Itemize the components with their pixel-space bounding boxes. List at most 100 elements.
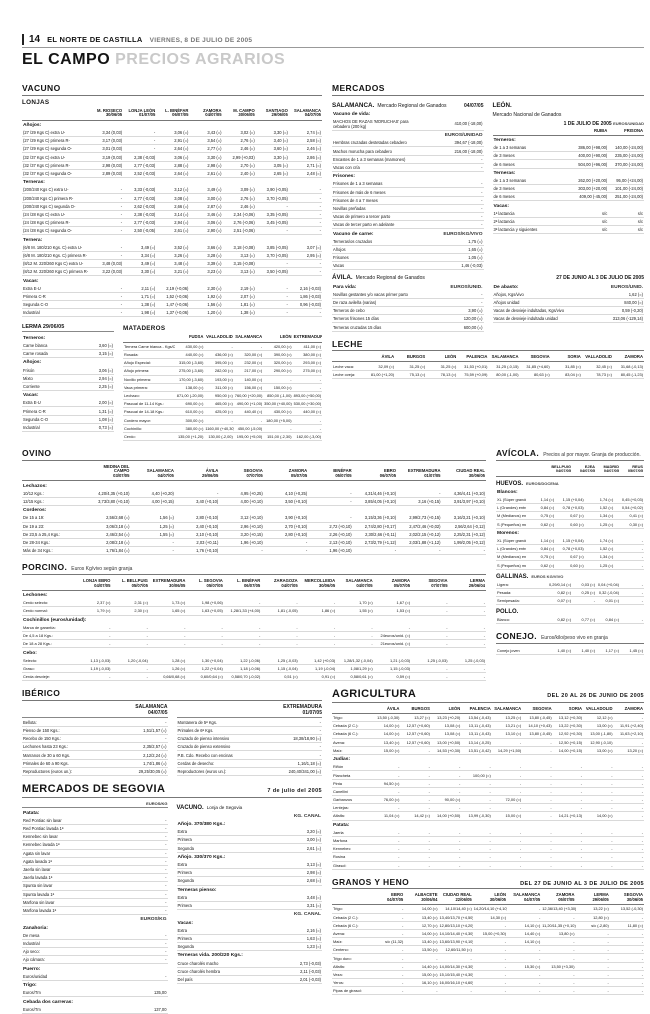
group-row: Patata: — [333, 822, 350, 828]
conejo-title-text: CONEJO. — [496, 631, 538, 642]
table-row: Centeno: -13,50 (=) 12,60/11,50 (=) - - - - - — [332, 945, 644, 955]
table-row: MACHOS DE RAZAS 'MORUCHAS' para cebadero… — [332, 117, 484, 131]
iberico-title: IBÉRICO — [22, 688, 322, 701]
salamanca-market-header: SALAMANCA. Mercado Regional de Ganados 0… — [332, 102, 484, 109]
leche-title-text: LECHE — [332, 338, 363, 349]
page-title: EL CAMPO — [22, 51, 111, 68]
table-row: Terneros frisones 15 días 120,00 (=) — [332, 314, 484, 324]
column-header: SALAMANCA — [491, 705, 523, 715]
table-row: Frisones 1,05 (=) — [332, 253, 484, 263]
table-row: Euros/unidad - — [22, 972, 168, 981]
column-header: ÁVILA 29/06/05 — [174, 463, 220, 482]
table-row: Del país 2,01 (-0,03) — [176, 975, 322, 985]
table-row: De 15 a 19: 2,56/2,68 (=) 1,56 (=) 2,80 (+0… — [22, 514, 486, 523]
granos-table: EBRO 04/07/05 ALBACETE 30/06/04 CIUDAD REAL 2… — [332, 892, 644, 996]
table-row: Jaerla lavada 1ª - — [22, 873, 168, 883]
table-row: Red Pontiac lavada 1ª - — [22, 824, 168, 834]
table-row: Cruzado de pienso extensivo - — [176, 742, 322, 752]
porcino-title-text: PORCINO. — [22, 562, 68, 573]
column-header: LONJA EBRO 04/07/05 — [74, 577, 112, 591]
table-row: Cerdo selecto: 2,37 (=) 2,31 (=) 1,73 (=) 1,… — [22, 599, 486, 608]
table-row: Corriente 2,25 (=) — [22, 382, 114, 391]
table-row: Segunda 2,68 (=) — [176, 876, 322, 886]
segovia-title-text: MERCADOS DE SEGOVIA — [22, 783, 166, 796]
group-row: Trigo: — [23, 983, 37, 989]
column-header: ZAMORA 05/07/05 — [263, 463, 309, 482]
gallinas-header: GALLINAS. EUROS KG/VIVO — [496, 574, 644, 580]
table-row: Semipesada: 0,07 (=) -0,01 (=) - — [496, 596, 644, 606]
segovia-left-table: Patata: Red Pontiac sin lavar - Red Pontiac… — [22, 809, 168, 1014]
table-row: S (Pequeños) menos de 53 gr.0,62 (=)0,60… — [496, 560, 644, 570]
column-header: LEÓN — [426, 354, 458, 363]
table-row: Segunda C-O 1,08 (=) — [22, 415, 114, 424]
table-row: Segunda 2,61 (=) — [176, 843, 322, 853]
table-row: Marranos de 30 a 60 Kgs. 2,12/2,24 (=) — [22, 750, 168, 760]
table-row: Vacas con cría - — [332, 163, 484, 173]
table-row: Ligera: 0,29/0,14 (=) 0,03 (=) 0,04 (+0,04)… — [496, 580, 644, 589]
table-row: Red Pontiac sin lavar - — [22, 816, 168, 825]
table-row: Kennebec sin lavar - — [22, 832, 168, 842]
table-row: (24 /28 Kgs C) extra U- -2,38 (-0,03) 3,14… — [22, 210, 322, 220]
unit-row: KG. CANAL — [293, 912, 321, 918]
table-row: (6/8 M. 180/210 Kgs. C) primera R- -3,34 … — [22, 251, 322, 261]
table-row: (8/12 M. 220/260 Kgs C) primera R- 3,22 (… — [22, 267, 322, 277]
table-row: Lechazo: 871,00 (-20,00) 950,00 (=) 760,00 … — [123, 391, 322, 401]
table-row: Añojos, Kgs/vivo 1,62 (=) — [492, 290, 644, 299]
group-row: Cebada dos carreras: — [23, 999, 74, 1005]
table-row: Frisones de 4 a 7 meses - — [332, 196, 484, 205]
table-row: Leche oveja: 81,00 (+1,20) 75,13 (=) 78,13 … — [332, 370, 644, 379]
table-row: Extra 3,13 (=) — [176, 860, 322, 870]
band-top: VACUNO LONJAS M. RIOSECO 30/06/05 LONJA LE… — [22, 76, 644, 442]
table-row: Cebada (6 C.): -12,70 (=) 12,80/13,10 (+4,… — [332, 921, 644, 930]
table-row: Reproductores (euros un.): 29,25/30,05 (=… — [22, 767, 168, 777]
table-row: Spunta lavada 1ª - — [22, 890, 168, 899]
ovino-table: MEDINA DEL CAMPO 03/07/05 SALAMANCA 04/07/0… — [22, 463, 486, 556]
iberico-segovia-column: IBÉRICO SALAMANCA 04/07/05 Bellota: - Pien… — [22, 681, 322, 1014]
market-desc: Mercado Regional de Ganados — [377, 102, 447, 109]
avicola-section: AVÍCOLA. Precios al por mayor. Granja de… — [496, 441, 644, 656]
table-row: Terneras cruzadas 15 días 600,00 (=) — [332, 322, 484, 332]
column-header: SORIA — [550, 354, 582, 363]
column-header: EJEA 04/07/05 — [572, 463, 596, 477]
masthead: 14 EL NORTE DE CASTILLA VIERNES, 8 DE JU… — [22, 34, 644, 45]
avila-market: ÁVILA. Mercado Regional de Ganados 27 DE… — [332, 274, 644, 332]
ovino-title: OVINO — [22, 448, 486, 461]
market-desc: Mercado Nacional de Ganados — [492, 111, 562, 118]
table-row: Euros/Tm 137,00 — [22, 1005, 168, 1014]
lonjas-subtitle: LONJAS — [22, 98, 50, 106]
table-row: (24 /28 Kgs C) segunda O- -2,50 (-0,05) 2,… — [22, 226, 322, 236]
column-header: LERMA 29/06/05 — [575, 892, 610, 906]
column-header: RUBIA — [572, 127, 609, 136]
group-row: De abasto: EUROS/UNID. — [493, 284, 644, 290]
table-row: Primales de 60 a 90 Kgs. 1,74/1,86 (=) — [22, 759, 168, 768]
column-header: EXTREMADURA 30/06/05 — [148, 577, 187, 591]
table-row: S (Pequeños) menos de 53 gr.0,62 (=)0,60… — [496, 519, 644, 529]
column-header: ZAMORA 05/07/05 — [541, 892, 576, 906]
group-row: Blancos: — [497, 489, 518, 495]
table-header-row: RUBIA FRISONA — [492, 127, 644, 136]
conejo-table: Conejo joven 1,40 (=) 1,40 (=) 1,17 (=) 1,45… — [496, 646, 644, 656]
pollo-title: POLLO. — [496, 609, 519, 616]
table-row: De 28-34 Kgs.: 2,08/2,18 (=) -2,03 (+0,11)… — [22, 538, 486, 548]
column-header: M. RIOSECO 30/06/05 — [90, 107, 124, 121]
table-row: XL (Súper grandes) +73g.1,14 (=)1,15 (+0… — [496, 495, 644, 505]
table-row: de 6 meses 504,00 (+96,00) 370,00 (-24,00) — [492, 159, 644, 169]
unit-row: EUROS/UNIDAD — [444, 133, 483, 139]
column-market-name: SALAMANCA — [135, 703, 168, 710]
table-row: Rosada: 440,00 (=) 436,00 (=) 320,00 (=) 390… — [123, 350, 322, 360]
table-row: Avena: 13,40 (=) 12,57 (+0,60) 13,00 (+0,50… — [332, 738, 644, 747]
table-row: Lechones hasta 23 Kgs.: 2,35/2,57 (=) — [22, 742, 168, 752]
group-row: Corderos: — [23, 508, 47, 514]
market-date: 27 DE JUNIO AL 3 DE JULIO DE 2005 — [556, 275, 644, 282]
lerma-table: Terneros: Carne blanca 3,60 (=) Carne rosad… — [22, 333, 114, 433]
porcino-title: PORCINO. Euros Kg/vivo según granja — [22, 562, 486, 575]
group-row: Vacas: — [23, 278, 39, 284]
group-row: Terneras: — [493, 170, 516, 176]
table-row: (200/240 Kgs C) extra U- -3,33 (-0,03) 3,1… — [22, 186, 322, 195]
segovia-vacuno-header: VACUNO. Lonja de Segovia — [177, 805, 323, 811]
market-date-text: 1 DE JULIO DE 2005 — [563, 120, 612, 127]
column-header: LERMA 29/06/04 — [448, 577, 486, 591]
table-row: (32 /37 Kgs C) segunda O- 2,89 (0,03) 2,52… — [22, 169, 322, 179]
table-header-row: LONJA EBRO 04/07/05 L. BELLPUIG 05/07/05 EXT… — [22, 577, 486, 591]
table-row: De raza avileña (varias) - — [332, 298, 484, 308]
